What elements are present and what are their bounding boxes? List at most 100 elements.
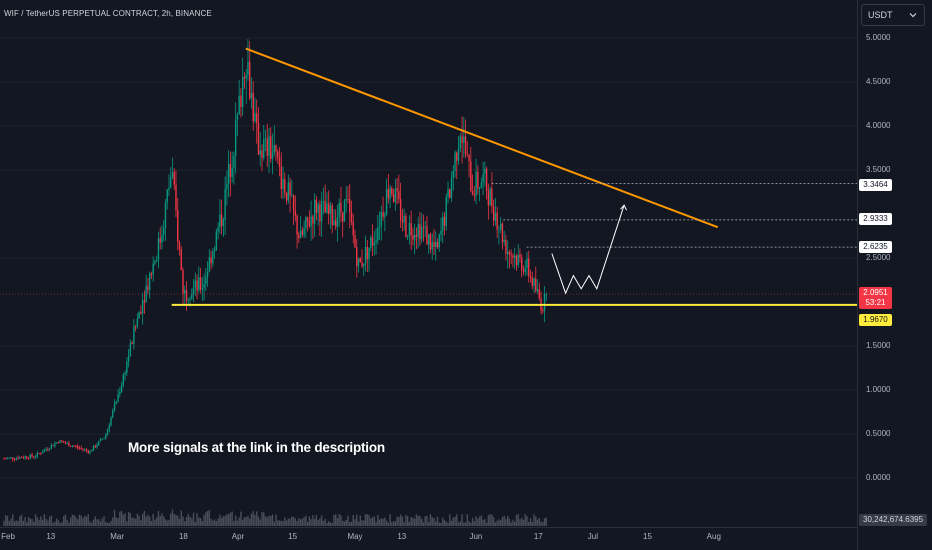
candle-body [538, 289, 540, 299]
volume-bar [329, 522, 332, 526]
volume-bar [435, 521, 437, 526]
candle-body [231, 167, 233, 177]
volume-bar [473, 521, 476, 526]
volume-bar [256, 511, 258, 526]
candle-body [50, 445, 53, 449]
candle-body [66, 443, 68, 444]
volume-bar [305, 515, 307, 526]
volume-bar [110, 520, 112, 526]
y-axis-label: 0.5000 [866, 429, 891, 438]
candle-body [249, 61, 251, 99]
candle-body [103, 437, 105, 439]
candle-body [266, 138, 268, 156]
projection-arrow-icon [620, 204, 628, 211]
candle-body [424, 226, 426, 228]
volume-bar [475, 516, 477, 526]
volume-bar [368, 514, 370, 526]
volume-bar [401, 516, 404, 526]
candle-body [10, 457, 12, 459]
volume-bar [540, 521, 542, 526]
candle-body [206, 271, 209, 277]
volume-bar [408, 521, 411, 526]
candle-body [5, 458, 7, 460]
x-axis-label: Mar [110, 532, 124, 541]
volume-bar [22, 520, 25, 526]
candle-body [234, 119, 237, 157]
volume-bar [180, 510, 182, 526]
volume-bar [19, 516, 21, 526]
candle-body [17, 457, 19, 459]
descending-trendline[interactable] [245, 47, 719, 229]
volume-bar [103, 516, 105, 526]
candle-body [366, 246, 368, 260]
candle-body [543, 294, 546, 312]
candle-body [456, 152, 458, 161]
volume-bar [466, 514, 469, 526]
x-axis-label: Aug [706, 532, 721, 541]
volume-bar [187, 513, 189, 526]
candle-body [312, 216, 314, 224]
volume-bar [371, 517, 374, 526]
volume-bar [68, 522, 70, 526]
level-tag-3: 2.6235 [859, 241, 892, 253]
volume-bar [236, 520, 239, 526]
volume-bar [147, 514, 149, 526]
volume-bar [271, 514, 274, 526]
volume-bar [106, 522, 109, 526]
volume-bar [71, 514, 74, 526]
candle-body [429, 234, 432, 250]
projection-path[interactable] [551, 205, 625, 295]
candle-body [363, 263, 365, 267]
candle-body [112, 410, 114, 418]
candle-body [408, 223, 411, 237]
candle-body [477, 171, 479, 189]
volume-bar [278, 520, 281, 526]
current-price: 2.0951 [863, 288, 888, 297]
currency-selector[interactable]: USDT [861, 4, 925, 26]
candle-body [201, 288, 204, 290]
candle-body [542, 310, 544, 312]
candle-body [480, 182, 483, 188]
candle-body [382, 211, 384, 217]
candle-body [71, 445, 74, 447]
candle-body [270, 136, 272, 160]
y-axis-label: 4.5000 [866, 77, 891, 86]
candle-body [487, 191, 490, 206]
volume-bar [417, 515, 419, 526]
candle-body [94, 446, 96, 448]
volume-bar [112, 517, 114, 526]
volume-bar [270, 516, 272, 526]
volume-bar [31, 519, 33, 526]
volume-bar [424, 516, 426, 526]
candle-body [105, 434, 107, 438]
support-tag: 1.9670 [859, 314, 892, 326]
candle-body [192, 287, 195, 295]
candle-body [59, 440, 61, 443]
candle-body [289, 182, 291, 196]
candle-body [345, 198, 347, 201]
candle-body [473, 195, 476, 197]
volume-bar [154, 519, 156, 526]
candle-body [33, 456, 35, 458]
volume-bar [354, 519, 356, 526]
candle-body [433, 242, 435, 248]
volume-bar [6, 515, 9, 526]
volume-bar [217, 518, 219, 526]
volume-bar [308, 516, 311, 526]
candle-body [380, 211, 383, 227]
candle-body [99, 439, 102, 442]
volume-bar [287, 518, 290, 526]
candle-body [224, 189, 226, 220]
candle-body [350, 212, 353, 222]
y-axis-label: 1.5000 [866, 341, 891, 350]
candle-body [322, 201, 325, 203]
candle-body [96, 445, 98, 448]
volume-bar [350, 521, 353, 526]
candle-body [370, 237, 372, 248]
candle-body [431, 242, 433, 250]
candle-body [494, 212, 497, 221]
candle-body [459, 136, 461, 149]
volume-bar [175, 514, 177, 526]
candle-body [306, 217, 309, 222]
